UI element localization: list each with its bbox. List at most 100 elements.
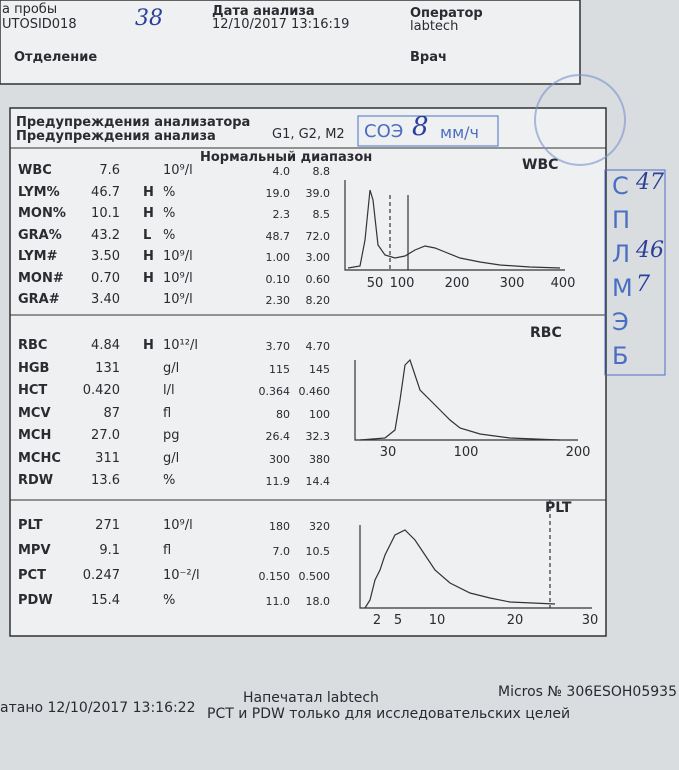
range-low: 7.0 — [272, 545, 291, 558]
range-low: 4.0 — [272, 165, 291, 178]
doctor-label: Врач — [410, 50, 447, 65]
param-name: MPV — [18, 543, 51, 558]
param-unit: g/l — [163, 360, 180, 376]
department-label: Отделение — [14, 50, 98, 65]
param-value: 0.70 — [91, 270, 120, 286]
range-low: 11.0 — [265, 595, 291, 608]
range-low: 2.30 — [265, 294, 291, 307]
param-unit: 10¹²/l — [163, 338, 198, 353]
param-name: RBC — [18, 338, 48, 353]
range-low: 0.364 — [258, 385, 291, 398]
range-high: 0.460 — [298, 385, 331, 398]
range-high: 4.70 — [305, 340, 331, 353]
param-name: HCT — [18, 383, 48, 398]
stamp-letter: М — [612, 274, 633, 302]
axis-label: 30 — [379, 445, 397, 460]
histogram-label: RBC — [530, 325, 562, 341]
flags: G1, G2, M2 — [272, 127, 345, 142]
range-low: 19.0 — [265, 186, 291, 200]
axis-label: 5 — [393, 613, 403, 628]
param-value: 4.84 — [91, 338, 120, 353]
sample-note: 38 — [135, 6, 163, 31]
range-high: 14.4 — [305, 475, 331, 488]
stamp-letter: Б — [612, 342, 629, 370]
histogram-label: WBC — [522, 157, 559, 173]
param-unit: fl — [163, 405, 172, 421]
param-unit: pg — [163, 428, 180, 443]
range-high: 8.8 — [312, 165, 331, 178]
stamp-note: 7 — [636, 272, 650, 297]
stamp-letter: П — [612, 206, 631, 234]
param-name: PCT — [18, 568, 46, 583]
printed-by: Напечатал labtech — [243, 690, 379, 706]
range-low: 300 — [269, 452, 290, 466]
axis-label: 2 — [372, 613, 382, 628]
stamp-letter: С — [612, 172, 629, 200]
stamp-note: 47 — [636, 170, 664, 195]
range-low: 115 — [269, 362, 290, 376]
param-name: MCV — [18, 405, 51, 421]
range-low: 1.00 — [265, 251, 291, 264]
param-unit: 10⁹/l — [163, 249, 193, 264]
param-flag: H — [143, 206, 154, 221]
range-high: 145 — [309, 362, 330, 376]
param-name: HGB — [18, 360, 50, 376]
param-value: 0.420 — [82, 383, 120, 398]
analyzer-warnings: Предупреждения анализатора — [16, 115, 251, 130]
param-value: 3.40 — [91, 292, 120, 307]
range-high: 8.20 — [305, 294, 331, 307]
range-high: 3.00 — [305, 251, 331, 264]
param-value: 131 — [95, 360, 120, 376]
param-value: 15.4 — [91, 593, 120, 608]
param-value: 271 — [95, 518, 120, 533]
histogram-label: PLT — [545, 500, 572, 516]
param-name: PLT — [18, 518, 43, 533]
range-high: 32.3 — [305, 430, 331, 443]
stamp-note: 46 — [636, 238, 664, 263]
range-low: 80 — [276, 407, 290, 421]
param-unit: 10⁹/l — [163, 270, 193, 286]
analysis-warnings: Предупреждения анализа — [16, 129, 216, 144]
range-low: 11.9 — [265, 475, 291, 488]
axis-label: 100 — [389, 276, 415, 291]
param-value: 46.7 — [91, 184, 120, 200]
operator-label: Оператор — [410, 6, 483, 21]
axis-label: 10 — [428, 613, 446, 628]
param-name: GRA% — [18, 227, 62, 243]
date: 12/10/2017 13:16:19 — [212, 17, 350, 32]
esr-value: 8 — [412, 112, 429, 142]
param-unit: fl — [163, 543, 172, 558]
param-name: LYM# — [18, 249, 58, 264]
printed-at: атано 12/10/2017 13:16:22 — [0, 700, 196, 716]
param-value: 10.1 — [91, 206, 120, 221]
range-low: 0.10 — [265, 272, 291, 286]
param-flag: L — [143, 227, 152, 243]
operator: labtech — [410, 19, 459, 34]
param-unit: % — [163, 473, 176, 488]
axis-label: 200 — [565, 445, 591, 460]
range-low: 48.7 — [265, 229, 291, 243]
range-high: 0.500 — [298, 570, 331, 583]
param-name: GRA# — [18, 292, 60, 307]
axis-label: 300 — [499, 276, 525, 291]
range-low: 2.3 — [272, 208, 291, 221]
axis-label: 100 — [453, 445, 479, 460]
param-value: 13.6 — [91, 473, 120, 488]
sample-label: а пробы — [2, 2, 58, 17]
param-unit: 10⁹/l — [163, 292, 193, 307]
axis-label: 30 — [581, 613, 599, 628]
param-name: LYM% — [18, 184, 60, 200]
normal-range-title: Нормальный диапазон — [200, 150, 373, 165]
range-high: 0.60 — [305, 272, 331, 286]
range-high: 8.5 — [312, 208, 331, 221]
param-name: PDW — [18, 593, 53, 608]
range-high: 72.0 — [305, 229, 331, 243]
param-unit: l/l — [163, 383, 175, 398]
param-name: MCH — [18, 428, 52, 443]
param-name: MCHC — [18, 450, 61, 466]
axis-label: 200 — [444, 276, 470, 291]
range-low: 26.4 — [265, 430, 291, 443]
param-value: 9.1 — [99, 543, 120, 558]
